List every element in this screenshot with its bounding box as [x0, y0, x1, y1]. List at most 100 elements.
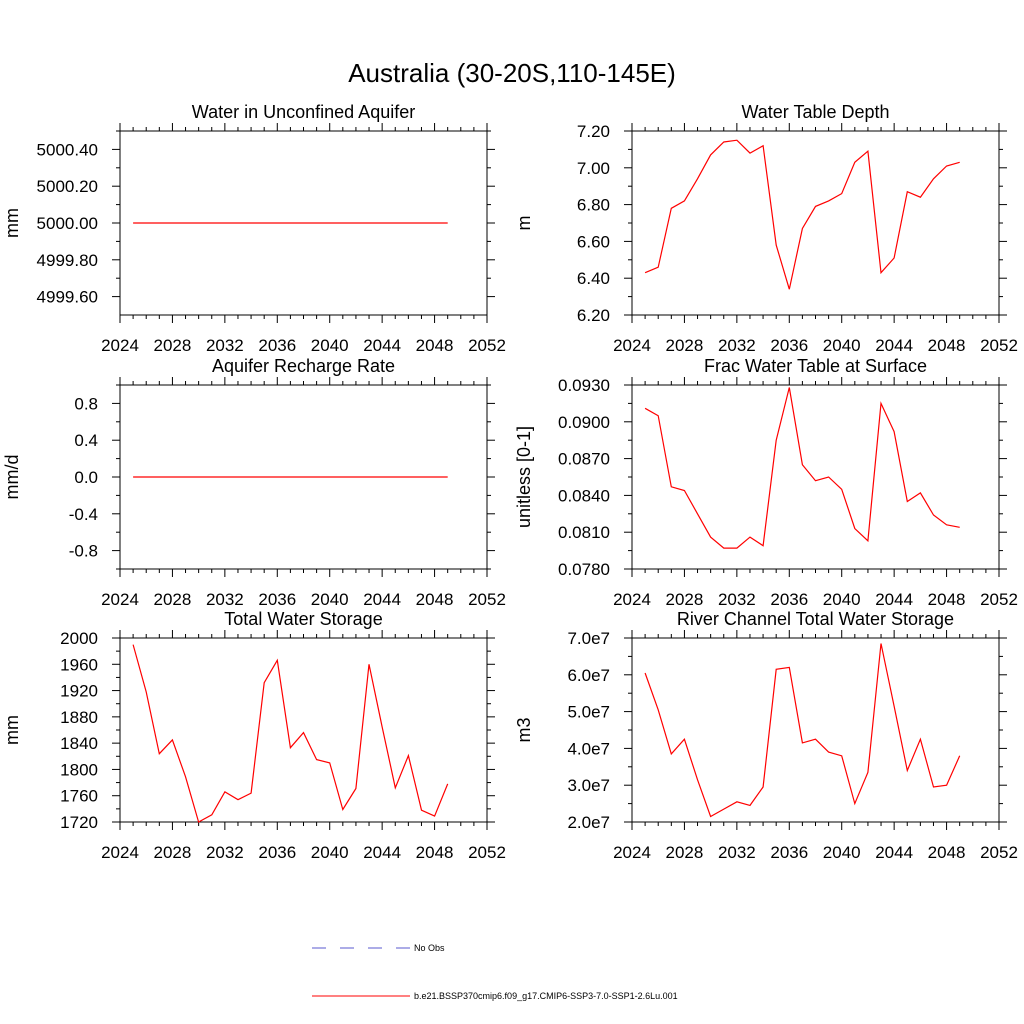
x-tick-label: 2044 [363, 336, 401, 355]
y-tick-label: 5.0e7 [567, 703, 610, 722]
x-tick-label: 2032 [718, 590, 756, 609]
x-tick-label: 2032 [206, 590, 244, 609]
x-tick-label: 2044 [363, 843, 401, 862]
panel-title: Frac Water Table at Surface [704, 356, 927, 376]
y-tick-label: 0.4 [74, 431, 98, 450]
plot-frame [631, 637, 1000, 823]
panels: Water in Unconfined Aquifer mm 2024 2028 203… [2, 102, 1018, 862]
y-tick-label: 3.0e7 [567, 776, 610, 795]
y-tick-label: 6.40 [577, 269, 610, 288]
panel-title: Water Table Depth [741, 102, 889, 122]
x-tick-label: 2028 [154, 843, 192, 862]
x-tick-label: 2040 [823, 843, 861, 862]
x-tick-label: 2048 [928, 336, 966, 355]
x-tick-label: 2052 [980, 590, 1018, 609]
panel-3: Aquifer Recharge Rate mm/d 2024 2028 2032 203… [2, 356, 506, 609]
x-tick-label: 2044 [363, 590, 401, 609]
panel-1: Water in Unconfined Aquifer mm 2024 2028 203… [2, 102, 506, 355]
y-tick-label: 1840 [60, 734, 98, 753]
y-axis-label: mm [2, 715, 22, 745]
plot-frame [119, 637, 488, 823]
x-tick-label: 2048 [416, 843, 454, 862]
y-tick-label: 4999.80 [37, 251, 98, 270]
x-tick-label: 2052 [468, 590, 506, 609]
x-tick-label: 2028 [154, 336, 192, 355]
y-tick-label: 7.00 [577, 159, 610, 178]
panel-title: River Channel Total Water Storage [677, 609, 954, 629]
y-tick-label: 7.20 [577, 122, 610, 141]
y-tick-label: 0.0900 [558, 413, 610, 432]
y-axis-label: m3 [514, 717, 534, 742]
panel-5: Total Water Storage mm 2024 2028 2032 2036 204… [2, 609, 506, 862]
series-line [132, 644, 449, 823]
x-tick-label: 2036 [770, 590, 808, 609]
y-tick-label: 5000.00 [37, 214, 98, 233]
y-axis-label: mm/d [2, 455, 22, 500]
y-tick-label: 1960 [60, 655, 98, 674]
x-tick-label: 2052 [468, 336, 506, 355]
legend-obs-label: No Obs [414, 943, 445, 953]
y-tick-label: 0.0930 [558, 376, 610, 395]
plot-frame [631, 130, 1000, 316]
x-tick-label: 2024 [613, 590, 651, 609]
y-tick-label: 6.60 [577, 232, 610, 251]
x-tick-label: 2048 [416, 590, 454, 609]
x-tick-label: 2052 [980, 843, 1018, 862]
y-tick-label: 5000.20 [37, 177, 98, 196]
x-tick-label: 2024 [101, 590, 139, 609]
y-tick-label: 0.0780 [558, 560, 610, 579]
x-tick-label: 2032 [206, 336, 244, 355]
y-tick-label: 1920 [60, 682, 98, 701]
y-tick-label: 1800 [60, 760, 98, 779]
plot-frame [631, 384, 1000, 570]
y-axis-label: m [514, 216, 534, 231]
y-tick-label: 6.0e7 [567, 666, 610, 685]
x-tick-label: 2024 [613, 336, 651, 355]
y-tick-label: 4.0e7 [567, 739, 610, 758]
panel-title: Total Water Storage [224, 609, 382, 629]
panel-title: Water in Unconfined Aquifer [192, 102, 415, 122]
x-tick-label: 2028 [154, 590, 192, 609]
x-tick-label: 2044 [875, 590, 913, 609]
x-tick-label: 2048 [416, 336, 454, 355]
x-tick-label: 2028 [666, 336, 704, 355]
panel-4: Frac Water Table at Surface unitless [0-1… [514, 356, 1018, 609]
x-tick-label: 2028 [666, 590, 704, 609]
x-tick-label: 2040 [311, 336, 349, 355]
y-tick-label: -0.8 [69, 542, 98, 561]
x-tick-label: 2048 [928, 843, 966, 862]
y-tick-label: 0.0840 [558, 486, 610, 505]
x-tick-label: 2028 [666, 843, 704, 862]
x-tick-label: 2040 [823, 590, 861, 609]
x-tick-label: 2044 [875, 843, 913, 862]
series-line [644, 387, 960, 549]
x-tick-label: 2032 [718, 843, 756, 862]
y-tick-label: 0.8 [74, 394, 98, 413]
x-tick-label: 2048 [928, 590, 966, 609]
x-tick-label: 2036 [770, 336, 808, 355]
y-tick-label: 2000 [60, 629, 98, 648]
x-tick-label: 2040 [823, 336, 861, 355]
x-tick-label: 2032 [718, 336, 756, 355]
x-tick-label: 2044 [875, 336, 913, 355]
x-tick-label: 2036 [258, 590, 296, 609]
series-line [644, 139, 960, 290]
y-tick-label: 2.0e7 [567, 813, 610, 832]
x-tick-label: 2024 [101, 843, 139, 862]
y-tick-label: 1880 [60, 708, 98, 727]
y-tick-label: 6.20 [577, 306, 610, 325]
series-line [644, 643, 961, 818]
x-tick-label: 2040 [311, 843, 349, 862]
y-tick-label: 4999.60 [37, 288, 98, 307]
y-tick-label: 1760 [60, 787, 98, 806]
y-axis-label: unitless [0-1] [514, 426, 534, 528]
x-tick-label: 2036 [258, 336, 296, 355]
y-tick-label: 5000.40 [37, 140, 98, 159]
panel-2: Water Table Depth m 2024 2028 2032 2036 2040 20… [514, 102, 1018, 355]
x-tick-label: 2024 [101, 336, 139, 355]
legend-model-label: b.e21.BSSP370cmip6.f09_g17.CMIP6-SSP3-7.… [414, 991, 678, 1001]
x-tick-label: 2052 [980, 336, 1018, 355]
x-tick-label: 2036 [770, 843, 808, 862]
